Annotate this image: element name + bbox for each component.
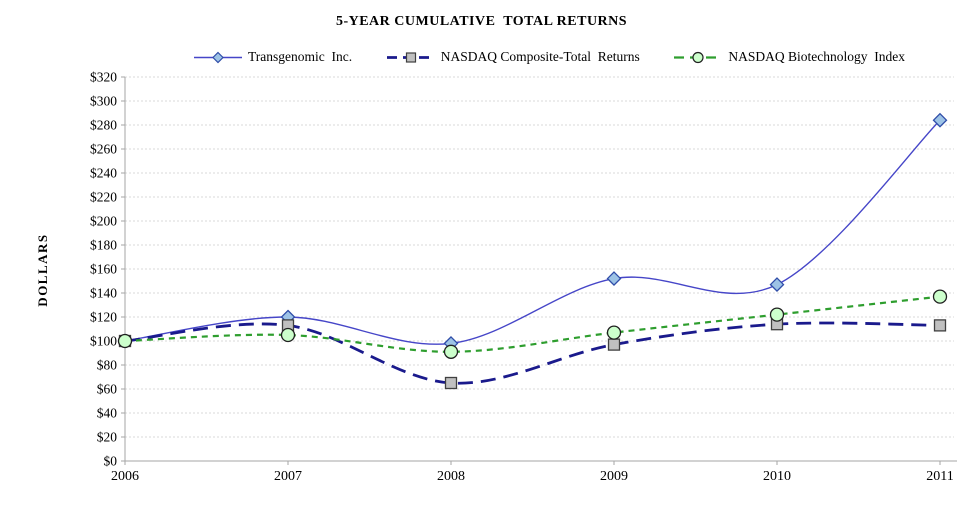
x-tick-label: 2008 bbox=[437, 469, 465, 484]
legend-label: Transgenomic Inc. bbox=[248, 49, 353, 64]
chart-title: 5-YEAR CUMULATIVE TOTAL RETURNS bbox=[335, 14, 628, 29]
legend-line-sample bbox=[674, 51, 723, 63]
y-tick-label: $220 bbox=[90, 190, 117, 205]
y-tick-label: $260 bbox=[90, 142, 117, 157]
legend-label: NASDAQ Composite-Total Returns bbox=[440, 49, 640, 64]
legend-label: NASDAQ Biotechnology Index bbox=[728, 49, 905, 64]
y-tick-label: $100 bbox=[90, 334, 117, 349]
series-line bbox=[124, 295, 941, 353]
legend-line-sample bbox=[194, 51, 242, 63]
diamond-marker bbox=[932, 112, 948, 128]
circle-marker bbox=[606, 325, 622, 340]
x-tick-label: 2011 bbox=[926, 469, 953, 484]
y-tick-label: $0 bbox=[104, 454, 118, 469]
diamond-icon bbox=[212, 51, 224, 63]
y-tick-label: $280 bbox=[90, 118, 117, 133]
y-tick-label: $300 bbox=[90, 94, 117, 109]
y-tick-label: $60 bbox=[97, 382, 118, 397]
y-tick-label: $160 bbox=[90, 262, 117, 277]
square-marker bbox=[933, 319, 947, 332]
y-tick-label: $80 bbox=[97, 358, 118, 373]
x-tick-label: 2007 bbox=[274, 469, 302, 484]
y-tick-label: $180 bbox=[90, 238, 117, 253]
y-axis-title: DOLLARS bbox=[35, 233, 50, 307]
y-tick-label: $320 bbox=[90, 70, 117, 85]
y-tick-label: $240 bbox=[90, 166, 117, 181]
square-marker bbox=[444, 376, 458, 390]
legend: Transgenomic Inc. NASDAQ Composite-Total … bbox=[193, 49, 905, 65]
y-tick-label: $20 bbox=[97, 430, 118, 445]
circle-marker bbox=[117, 333, 133, 349]
diamond-marker bbox=[769, 277, 785, 293]
circle-marker bbox=[443, 344, 459, 359]
series-line bbox=[124, 321, 941, 385]
legend-item-2: NASDAQ Composite-Total Returns bbox=[386, 49, 640, 65]
legend-item-3: NASDAQ Biotechnology Index bbox=[673, 49, 905, 65]
y-tick-label: $140 bbox=[90, 286, 117, 301]
square-marker bbox=[607, 338, 621, 351]
y-tick-label: $200 bbox=[90, 214, 117, 229]
x-tick-label: 2009 bbox=[600, 469, 628, 484]
circle-marker bbox=[932, 289, 948, 304]
circle-marker bbox=[280, 327, 296, 343]
x-tick-label: 2006 bbox=[111, 469, 139, 484]
legend-line-sample bbox=[386, 51, 435, 63]
x-tick-label: 2010 bbox=[763, 469, 791, 484]
y-tick-label: $120 bbox=[90, 310, 117, 325]
circle-marker bbox=[769, 307, 785, 322]
y-tick-label: $40 bbox=[97, 406, 118, 421]
circle-icon bbox=[692, 51, 704, 63]
square-icon bbox=[405, 51, 416, 63]
diamond-marker bbox=[606, 271, 622, 287]
legend-item-1: Transgenomic Inc. bbox=[193, 49, 352, 65]
